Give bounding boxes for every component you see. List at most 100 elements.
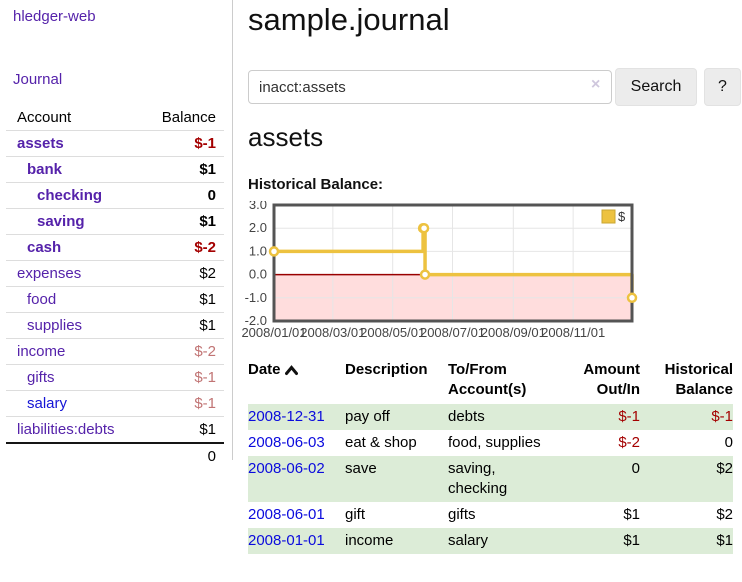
sidebar-item-journal[interactable]: Journal — [13, 71, 63, 88]
data-point-marker — [418, 222, 430, 234]
register-table: Date Description To/From Account(s) Amou… — [248, 358, 733, 554]
sidebar-account-link[interactable]: cash — [27, 239, 62, 256]
account-balance: $1 — [199, 213, 216, 230]
transaction-balance: 0 — [724, 434, 733, 451]
transaction-date-link[interactable]: 2008-06-01 — [248, 506, 325, 523]
brand-link[interactable]: hledger-web — [13, 8, 96, 25]
y-axis-tick-label: 2.0 — [249, 220, 267, 235]
register-row: 2008-06-02 save saving, checking 0 $2 — [248, 456, 733, 502]
account-balance: $1 — [199, 291, 216, 308]
data-point-marker — [419, 269, 431, 280]
x-axis-tick-label: 2008/03/01 — [300, 325, 365, 340]
transaction-description: eat & shop — [345, 434, 417, 451]
transaction-description: pay off — [345, 408, 390, 425]
sidebar: hledger-web Journal Account Balance asse… — [6, 0, 233, 465]
sidebar-account-row: liabilities:debts $1 — [6, 416, 224, 442]
sidebar-account-link[interactable]: expenses — [17, 265, 82, 282]
legend-label: $ — [618, 209, 626, 224]
x-axis-tick-label: 2008/09/01 — [481, 325, 546, 340]
transaction-accounts: debts — [448, 408, 485, 425]
sidebar-account-link[interactable]: income — [17, 343, 66, 360]
account-balance: $1 — [199, 421, 216, 438]
transaction-description: gift — [345, 506, 366, 523]
account-balance: $-1 — [194, 135, 216, 152]
help-button[interactable]: ? — [704, 68, 741, 106]
sidebar-account-row: income $-2 — [6, 338, 224, 364]
transaction-amount: $1 — [623, 506, 640, 523]
search-input[interactable] — [248, 70, 612, 104]
transaction-amount: $1 — [623, 532, 640, 549]
transaction-date-link[interactable]: 2008-01-01 — [248, 532, 325, 549]
transaction-balance: $2 — [716, 506, 733, 523]
account-balance-table: Account Balance assets $-1 bank $1 checking 0… — [6, 106, 224, 469]
sidebar-account-link[interactable]: gifts — [27, 369, 55, 386]
y-axis-tick-label: 1.0 — [249, 243, 267, 258]
data-point-marker — [626, 292, 638, 304]
x-axis-tick-label: 2008/01/01 — [241, 325, 306, 340]
sidebar-account-link[interactable]: supplies — [27, 317, 83, 334]
account-balance: $-1 — [194, 395, 216, 412]
account-balance: $-2 — [194, 343, 216, 360]
sidebar-account-link[interactable]: assets — [17, 135, 64, 152]
account-column-header: To/From Account(s) — [448, 361, 527, 398]
transaction-date-link[interactable]: 2008-12-31 — [248, 408, 325, 425]
sidebar-account-row: bank $1 — [6, 156, 224, 182]
sidebar-account-row: saving $1 — [6, 208, 224, 234]
search-button[interactable]: Search — [615, 68, 697, 106]
account-balance: 0 — [207, 187, 216, 204]
register-row: 2008-12-31 pay off debts $-1 $-1 — [248, 404, 733, 430]
sidebar-account-link[interactable]: bank — [27, 161, 63, 178]
sidebar-account-link[interactable]: checking — [37, 187, 103, 204]
sidebar-account-link[interactable]: salary — [27, 395, 68, 412]
transaction-amount: 0 — [631, 460, 640, 477]
chart-canvas: $3.0 2.0 1.0 0.0 -1.0 -2.02008/01/012008/03/0… — [241, 197, 638, 340]
sidebar-account-row: checking 0 — [6, 182, 224, 208]
transaction-date-link[interactable]: 2008-06-03 — [248, 434, 325, 451]
description-column-header: Description — [345, 361, 428, 378]
x-axis-tick-label: 2008/05/01 — [360, 325, 425, 340]
transaction-balance: $1 — [716, 532, 733, 549]
transaction-accounts: saving, checking — [448, 460, 508, 497]
transaction-accounts: gifts — [448, 506, 476, 523]
account-balance: $2 — [199, 265, 216, 282]
register-header-row: Date Description To/From Account(s) Amou… — [248, 358, 733, 404]
chart-title: Historical Balance: — [248, 176, 384, 193]
x-axis-tick-label: 2008/11/01 — [541, 325, 605, 340]
transaction-date-link[interactable]: 2008-06-02 — [248, 460, 325, 477]
account-total: 0 — [6, 442, 224, 469]
legend-swatch — [601, 209, 616, 224]
register-row: 2008-06-03 eat & shop food, supplies $-2 0 — [248, 430, 733, 456]
historical-balance-chart: $3.0 2.0 1.0 0.0 -1.0 -2.0 2008/01/01 2008/03/0… — [238, 197, 742, 343]
date-column-header[interactable]: Date — [248, 358, 345, 404]
account-column-header: Account — [17, 109, 72, 126]
account-balance: $-1 — [194, 369, 216, 386]
sidebar-account-link[interactable]: liabilities:debts — [17, 421, 115, 438]
sidebar-account-link[interactable]: food — [27, 291, 57, 308]
transaction-description: income — [345, 532, 394, 549]
transaction-amount: $-1 — [618, 408, 640, 425]
y-axis-tick-label: -1.0 — [245, 290, 267, 305]
account-table-header: Account Balance — [6, 106, 224, 130]
sidebar-account-link[interactable]: saving — [37, 213, 85, 230]
sidebar-account-row: expenses $2 — [6, 260, 224, 286]
sidebar-account-row: supplies $1 — [6, 312, 224, 338]
sidebar-account-row: cash $-2 — [6, 234, 224, 260]
page-title: sample.journal — [248, 2, 450, 37]
transaction-balance: $-1 — [711, 408, 733, 425]
clear-search-icon[interactable]: × — [591, 76, 601, 93]
balance-column-header: Historical Balance — [664, 361, 733, 398]
y-axis-tick-label: 0.0 — [249, 267, 267, 282]
register-row: 2008-06-01 gift gifts $1 $2 — [248, 502, 733, 528]
sidebar-account-row: food $1 — [6, 286, 224, 312]
sort-ascending-icon — [284, 362, 298, 382]
transaction-accounts: salary — [448, 532, 489, 549]
y-axis-tick-label: 3.0 — [249, 201, 267, 212]
amount-column-header: Amount Out/In — [583, 361, 640, 398]
x-axis-tick-label: 2008/07/01 — [420, 325, 485, 340]
transaction-balance: $2 — [716, 460, 733, 477]
main-content: sample.journal × Search ? assets Histori… — [241, 0, 742, 582]
sidebar-account-row: assets $-1 — [6, 130, 224, 156]
y-axis-tick-label: -2.0 — [245, 313, 267, 328]
search-bar: × Search ? — [248, 68, 742, 108]
plot-border — [272, 203, 634, 323]
